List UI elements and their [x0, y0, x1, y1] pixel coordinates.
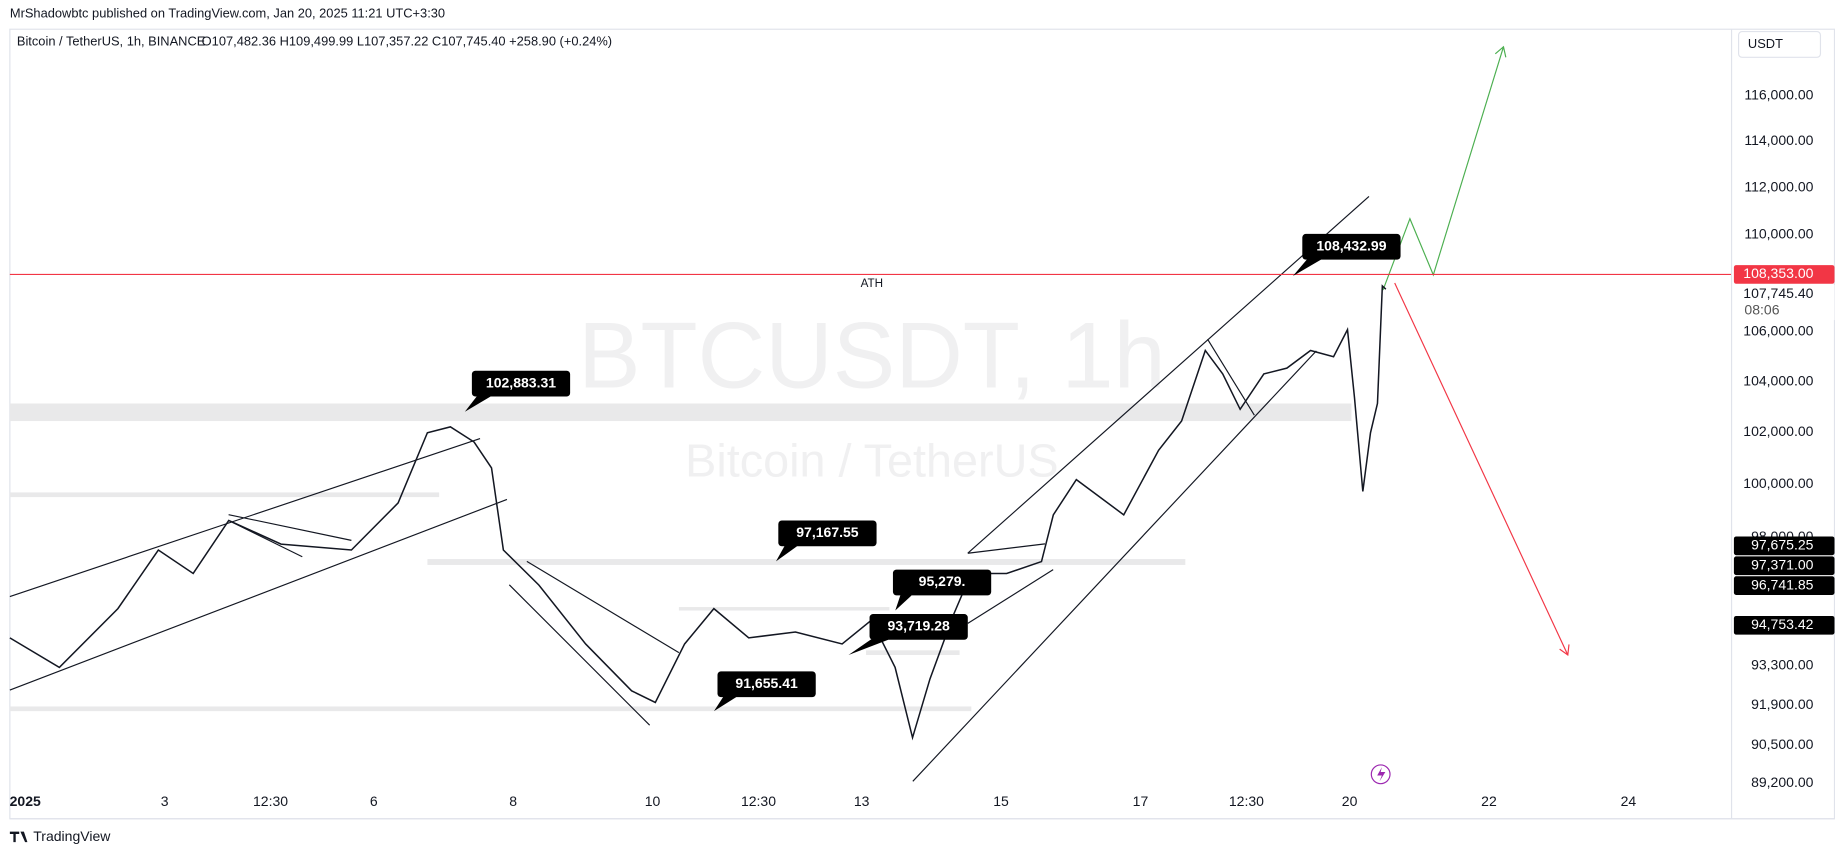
trend-line: [967, 569, 1054, 624]
x-tick-label: 24: [1621, 793, 1637, 809]
zone: [9, 492, 440, 498]
arrow-head: [1559, 644, 1570, 657]
callout-label: 93,719.28: [887, 618, 950, 634]
x-tick-label: 20: [1342, 793, 1358, 809]
zone: [678, 607, 890, 611]
price-label: 97,675.25: [1751, 537, 1814, 553]
price-label: 94,753.42: [1751, 616, 1814, 632]
zone: [9, 706, 972, 712]
y-tick-label: 106,000.00: [1743, 323, 1813, 339]
callout-label: 108,432.99: [1316, 237, 1386, 253]
footer: TradingView: [33, 828, 111, 844]
x-tick-label: 15: [993, 793, 1009, 809]
x-tick-label: 22: [1481, 793, 1497, 809]
x-tick-label: 3: [161, 793, 169, 809]
drawings: [9, 45, 1570, 785]
trend-line: [1207, 338, 1255, 416]
x-tick-label: 12:30: [1229, 793, 1264, 809]
callout-box: [869, 614, 968, 640]
trend-line: [526, 560, 680, 654]
callout-box: [471, 370, 571, 397]
layer: 2025 3 12:30 6 8 10 12:30 13 15 17 12:30 20 22 24 116,…: [9, 87, 1835, 809]
currency-button[interactable]: [1737, 30, 1822, 58]
zones: [9, 403, 1352, 712]
alert-icon[interactable]: [1370, 764, 1391, 785]
trend-line: [508, 584, 651, 726]
trend-line: [967, 196, 1370, 554]
price-label-box: [1733, 615, 1835, 635]
price-line: [9, 284, 1387, 741]
ohlc: O107,482.36 H109,499.99 L107,357.22 C107…: [202, 33, 612, 48]
zone: [427, 559, 1186, 565]
alert-bolt: [1377, 767, 1386, 782]
price-label-box: [1733, 284, 1835, 321]
x-tick-label: 17: [1133, 793, 1149, 809]
trend-line: [9, 498, 508, 691]
currency[interactable]: USDT: [1748, 36, 1783, 51]
x-tick-label: 8: [509, 793, 517, 809]
price-label: 107,745.40: [1743, 285, 1813, 301]
publisher: MrShadowbtc published on TradingView.com…: [10, 5, 445, 20]
price-label: 96,741.85: [1751, 576, 1814, 592]
price-label-box: [1733, 556, 1835, 576]
price-label-box: [1733, 576, 1835, 595]
y-tick-label: 100,000.00: [1743, 475, 1813, 491]
x-tick-label: 13: [854, 793, 870, 809]
callout-box: [892, 569, 992, 596]
callout-box: [717, 671, 816, 698]
x-tick-label: 12:30: [741, 793, 776, 809]
ath-label: ATH: [861, 277, 884, 290]
x-tick-label: 6: [370, 793, 378, 809]
price-label-box: [1733, 536, 1835, 556]
callout-label: 102,883.31: [486, 374, 556, 390]
price-label: 97,371.00: [1751, 556, 1814, 572]
watermark-sub: Bitcoin / TetherUS: [685, 435, 1058, 487]
arrow-head: [1494, 45, 1507, 58]
y-tick-label: 112,000.00: [1744, 179, 1813, 195]
x-tick-label: 2025: [10, 793, 41, 809]
trend-line: [228, 514, 352, 541]
logo: [9, 831, 28, 843]
symbol-info: Bitcoin / TetherUS, 1h, BINANCE: [17, 33, 206, 48]
y-tick-label: 89,200.00: [1751, 774, 1814, 790]
zone: [9, 403, 1352, 422]
x-tick-label: 10: [645, 793, 661, 809]
y-tick-label: 90,500.00: [1751, 736, 1814, 752]
watermark: BTCUSDT, 1h: [578, 302, 1166, 407]
zone: [866, 650, 960, 655]
callout-label: 91,655.41: [735, 675, 798, 691]
y-tick-label: 104,000.00: [1743, 372, 1813, 388]
price-label: 108,353.00: [1743, 265, 1813, 281]
y-tick-label: 110,000.00: [1744, 226, 1813, 242]
x-tick-label: 12:30: [253, 793, 288, 809]
y-tick-label: 91,900.00: [1751, 696, 1814, 712]
price-label-box: [1733, 265, 1835, 284]
plot-frame: [9, 28, 1835, 820]
callout-box: [778, 520, 877, 547]
y-tick-label: 102,000.00: [1743, 423, 1813, 439]
callout-label: 95,279.: [919, 573, 966, 589]
countdown: 08:06: [1744, 301, 1779, 317]
callout-box: [1302, 233, 1401, 260]
y-tick-label: 114,000.00: [1744, 132, 1813, 148]
trend-line: [967, 543, 1046, 554]
projection-down: [1394, 282, 1569, 656]
y-tick-label: 93,300.00: [1751, 656, 1814, 672]
y-tick-label: 116,000.00: [1744, 87, 1813, 103]
callout-label: 97,167.55: [796, 524, 859, 540]
projection-up: [1382, 46, 1505, 291]
trend-line: [912, 350, 1317, 782]
